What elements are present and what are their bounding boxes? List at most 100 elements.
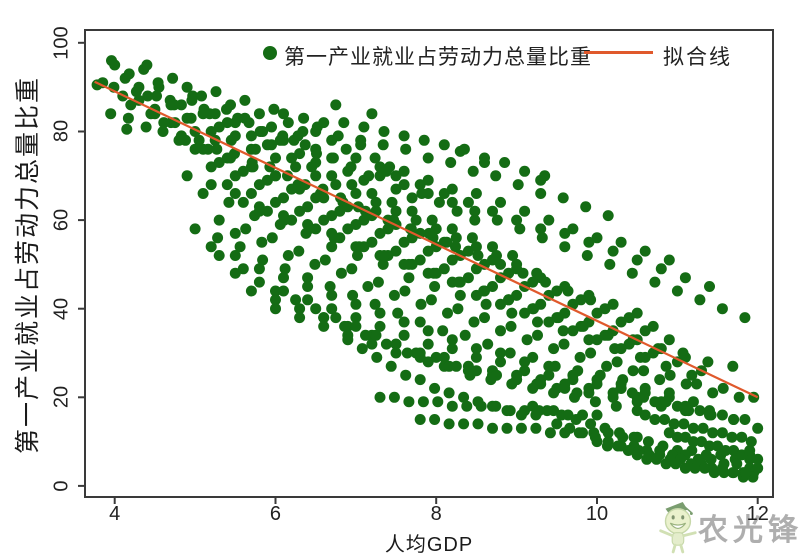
data-point <box>205 179 217 191</box>
data-point <box>478 285 490 297</box>
data-point <box>717 382 729 394</box>
data-point <box>229 117 241 129</box>
data-point <box>318 320 330 332</box>
data-point <box>467 165 479 177</box>
data-point <box>482 338 494 350</box>
data-point <box>240 223 252 235</box>
data-point <box>326 289 338 301</box>
data-point <box>679 431 691 443</box>
data-point <box>432 396 444 408</box>
data-point <box>374 391 386 403</box>
data-point <box>403 396 415 408</box>
data-point <box>609 343 621 355</box>
data-point <box>438 351 450 363</box>
data-point <box>470 343 482 355</box>
data-point <box>462 196 474 208</box>
data-point <box>535 174 547 186</box>
data-point <box>398 329 410 341</box>
data-point <box>205 126 217 137</box>
data-point <box>519 205 531 217</box>
data-point <box>318 214 330 226</box>
data-point <box>380 338 392 350</box>
data-point <box>634 351 646 363</box>
data-point <box>221 179 233 191</box>
data-point <box>392 307 404 319</box>
data-point <box>638 365 650 377</box>
data-point <box>245 285 257 297</box>
data-point <box>639 409 651 421</box>
data-point <box>299 139 311 151</box>
data-point <box>615 316 627 328</box>
data-point <box>140 121 152 133</box>
data-point <box>707 427 719 439</box>
data-point <box>519 356 531 368</box>
data-point <box>245 130 257 142</box>
data-point <box>716 427 728 439</box>
data-point <box>704 281 715 292</box>
data-point <box>728 414 740 425</box>
data-point <box>278 108 289 120</box>
data-point <box>470 241 482 253</box>
data-point <box>470 188 482 199</box>
data-point <box>503 294 515 306</box>
data-point <box>433 196 445 208</box>
data-point <box>564 422 576 434</box>
data-point <box>532 316 543 328</box>
data-point <box>270 170 281 182</box>
data-point <box>403 258 415 270</box>
data-point <box>461 400 473 412</box>
data-point <box>446 400 458 412</box>
data-point <box>438 188 450 199</box>
data-point <box>152 77 164 89</box>
data-point <box>197 143 209 155</box>
data-point <box>310 126 322 137</box>
data-point <box>279 263 291 275</box>
data-point <box>671 356 683 368</box>
data-point <box>369 152 381 164</box>
data-point <box>261 205 273 217</box>
data-point <box>503 267 515 279</box>
data-point <box>659 414 670 425</box>
data-point <box>303 223 315 235</box>
data-point <box>210 86 222 98</box>
data-point <box>585 418 597 430</box>
data-point <box>400 369 412 381</box>
data-point <box>257 254 269 266</box>
data-point <box>535 223 547 235</box>
data-point <box>318 117 330 129</box>
data-point <box>266 121 277 133</box>
data-point <box>350 219 362 230</box>
data-point <box>559 281 571 292</box>
data-point <box>151 90 162 102</box>
data-point <box>366 236 378 248</box>
data-point <box>204 108 216 120</box>
data-point <box>213 214 225 226</box>
data-point <box>390 183 402 195</box>
data-point <box>535 188 547 199</box>
data-point <box>699 462 711 474</box>
data-point <box>472 396 484 408</box>
data-point <box>261 174 273 186</box>
data-point <box>186 94 198 106</box>
data-point <box>642 436 654 448</box>
data-point <box>256 236 268 248</box>
data-point <box>360 329 371 341</box>
data-point <box>426 214 438 226</box>
data-point <box>731 458 743 470</box>
data-point <box>406 205 418 217</box>
data-point <box>352 250 363 261</box>
data-point <box>290 294 302 306</box>
data-point <box>142 90 154 102</box>
data-point <box>654 374 666 386</box>
data-point <box>557 192 569 204</box>
data-point <box>577 427 588 439</box>
data-point <box>123 68 135 80</box>
data-point <box>499 157 511 168</box>
data-point <box>286 152 298 164</box>
data-point <box>223 196 235 208</box>
data-point <box>602 210 614 222</box>
data-point <box>398 130 410 142</box>
data-point <box>422 245 434 257</box>
data-point <box>581 250 593 261</box>
data-point <box>464 369 476 381</box>
